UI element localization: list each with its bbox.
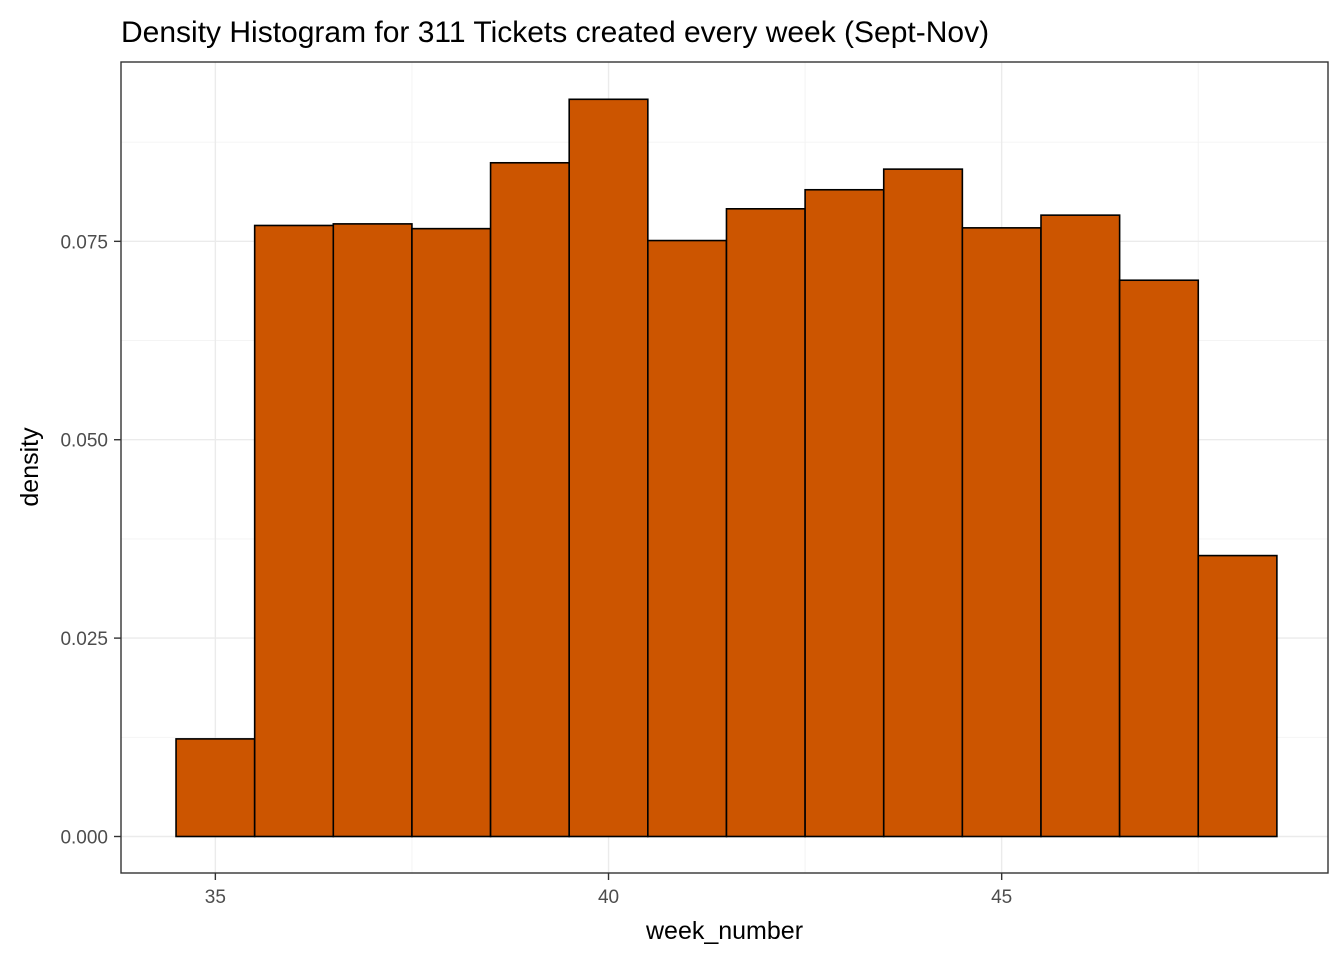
- histogram-bar-week-39: [489, 161, 571, 838]
- y-tick-label: 0.075: [60, 232, 108, 253]
- x-axis-title: week_number: [645, 917, 803, 945]
- histogram-bar-week-36: [253, 224, 335, 838]
- y-axis-ticks: 0.000 0.025 0.050 0.075: [60, 232, 121, 848]
- histogram-bar-week-43: [804, 188, 885, 838]
- histogram-bar-week-40: [568, 98, 649, 838]
- histogram-bar-week-48: [1197, 554, 1278, 838]
- y-tick-label: 0.025: [60, 629, 108, 650]
- histogram-bar-week-45: [961, 227, 1042, 838]
- histogram-bar-week-38: [411, 227, 492, 838]
- x-tick-label: 35: [205, 887, 226, 908]
- y-tick-label: 0.000: [60, 827, 108, 848]
- histogram-bar-week-35: [175, 738, 256, 838]
- y-tick-label: 0.050: [60, 431, 108, 452]
- plot-panel-border: [120, 61, 1329, 874]
- x-axis-ticks: 35 40 45: [205, 873, 1012, 908]
- x-tick-label: 45: [991, 887, 1012, 908]
- histogram-bar-week-41: [647, 239, 728, 838]
- histogram-bar-week-47: [1118, 279, 1200, 838]
- histogram-bars: [175, 98, 1278, 838]
- histogram-bar-week-44: [882, 168, 964, 838]
- chart-title: Density Histogram for 311 Tickets create…: [121, 16, 989, 49]
- y-axis-title: density: [16, 427, 44, 507]
- x-tick-label: 40: [598, 887, 619, 908]
- histogram-bar-week-42: [725, 208, 806, 838]
- histogram-bar-week-46: [1040, 214, 1121, 838]
- histogram-bar-week-37: [332, 223, 413, 838]
